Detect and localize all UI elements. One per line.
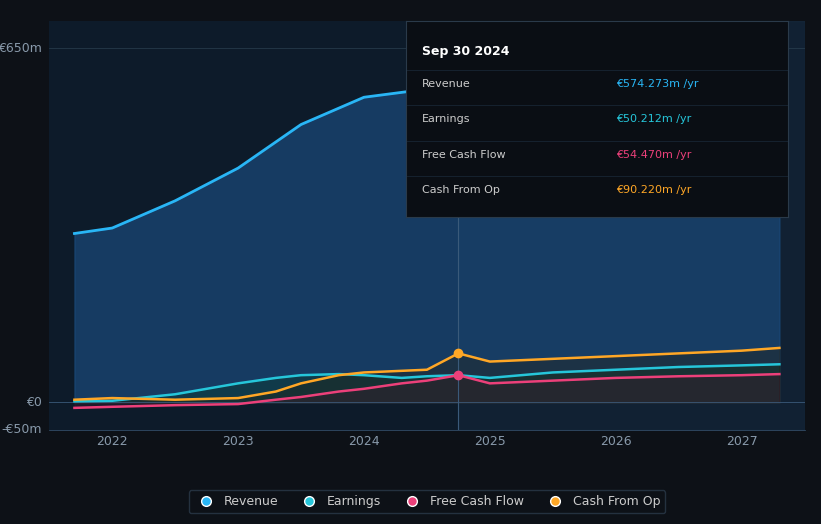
Text: Revenue: Revenue xyxy=(422,79,470,89)
Text: €54.470m /yr: €54.470m /yr xyxy=(617,149,692,160)
Text: €650m: €650m xyxy=(0,42,42,54)
Bar xyxy=(458,21,805,430)
Text: €574.273m /yr: €574.273m /yr xyxy=(617,79,699,89)
Text: Free Cash Flow: Free Cash Flow xyxy=(422,149,505,160)
Text: Analysts Forecasts: Analysts Forecasts xyxy=(465,67,581,80)
Text: €50.212m /yr: €50.212m /yr xyxy=(617,114,691,124)
Text: €0: €0 xyxy=(25,396,42,409)
Text: Cash From Op: Cash From Op xyxy=(422,185,499,195)
Legend: Revenue, Earnings, Free Cash Flow, Cash From Op: Revenue, Earnings, Free Cash Flow, Cash … xyxy=(189,490,665,514)
Text: -€50m: -€50m xyxy=(1,423,42,436)
Text: Past: Past xyxy=(426,67,452,80)
Text: Sep 30 2024: Sep 30 2024 xyxy=(422,45,509,58)
Text: Earnings: Earnings xyxy=(422,114,470,124)
Text: €90.220m /yr: €90.220m /yr xyxy=(617,185,692,195)
